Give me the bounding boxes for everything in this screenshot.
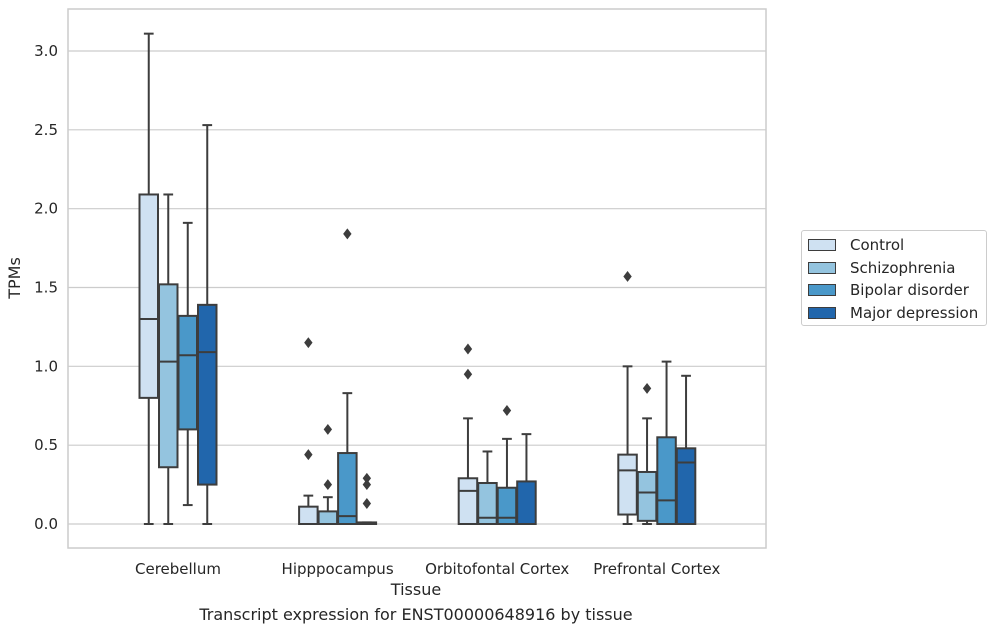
y-tick-label: 3.0 (34, 42, 58, 60)
outlier-point (463, 343, 473, 355)
y-tick-label: 2.0 (34, 200, 58, 218)
legend-swatch (808, 261, 836, 274)
x-tick-label: Cerebellum (135, 560, 221, 578)
outlier-point (362, 479, 372, 491)
box-iqr (516, 480, 537, 525)
legend-item: Major depression (808, 303, 978, 323)
box-bipolar-disorder (496, 405, 518, 525)
x-tick-label: Prefrontal Cortex (593, 560, 720, 578)
legend-label: Control (850, 236, 905, 254)
outlier-point (304, 337, 313, 349)
x-tick-label: Orbitofontal Cortex (425, 560, 569, 578)
box-iqr (675, 447, 697, 526)
box-control (298, 337, 319, 526)
box-major-depression (516, 433, 537, 525)
legend-label: Schizophrenia (850, 258, 956, 277)
y-tick-label: 0.0 (34, 515, 58, 533)
box-iqr (158, 283, 179, 469)
legend-item: Bipolar disorder (808, 280, 969, 300)
box-iqr (636, 470, 658, 522)
box-schizophrenia (477, 450, 498, 525)
legend-swatch (808, 239, 836, 251)
chart-caption: Transcript expression for ENST0000064891… (199, 605, 633, 624)
legend-swatch (808, 306, 836, 319)
box-iqr (457, 477, 479, 526)
box-iqr (617, 453, 638, 516)
box-major-depression (675, 374, 697, 526)
y-tick-label: 1.5 (34, 279, 58, 297)
box-iqr (177, 314, 198, 431)
outlier-point (362, 472, 372, 484)
y-tick-label: 2.5 (34, 121, 58, 139)
y-tick-label: 0.5 (34, 436, 58, 454)
legend: Control Schizophrenia Bipolar disorder Majo… (801, 230, 987, 326)
x-axis-label: Tissue (390, 580, 441, 599)
box-iqr (337, 452, 358, 525)
outlier-point (323, 479, 333, 491)
legend-label: Bipolar disorder (850, 281, 969, 299)
box-bipolar-disorder (656, 360, 677, 525)
outlier-point (362, 498, 372, 509)
box-iqr (298, 505, 319, 526)
box-schizophrenia (636, 382, 658, 525)
box-schizophrenia (317, 423, 339, 525)
box-major-depression (356, 472, 378, 526)
box-control (457, 343, 479, 526)
outlier-point (304, 449, 313, 461)
box-iqr (317, 510, 339, 525)
legend-swatch (808, 284, 836, 296)
box-iqr (656, 436, 677, 525)
x-tick-label: Hipppocampus (282, 560, 394, 578)
box-iqr (138, 193, 159, 399)
box-control (138, 32, 159, 525)
legend-item: Schizophrenia (808, 258, 955, 278)
outlier-point (623, 271, 632, 282)
outlier-point (502, 405, 512, 416)
legend-label: Major depression (850, 303, 979, 322)
box-bipolar-disorder (177, 221, 198, 507)
box-control (617, 271, 638, 525)
legend-item: Control (808, 235, 904, 255)
box-schizophrenia (158, 193, 179, 525)
outlier-point (343, 228, 352, 240)
outlier-point (463, 368, 473, 380)
plot-frame (67, 8, 767, 549)
outlier-point (323, 423, 333, 435)
box-iqr (197, 303, 218, 486)
outlier-point (642, 382, 652, 394)
y-axis-label: TPMs (5, 257, 24, 300)
box-major-depression (197, 124, 218, 525)
y-tick-label: 1.0 (34, 357, 58, 375)
box-bipolar-disorder (337, 228, 358, 525)
